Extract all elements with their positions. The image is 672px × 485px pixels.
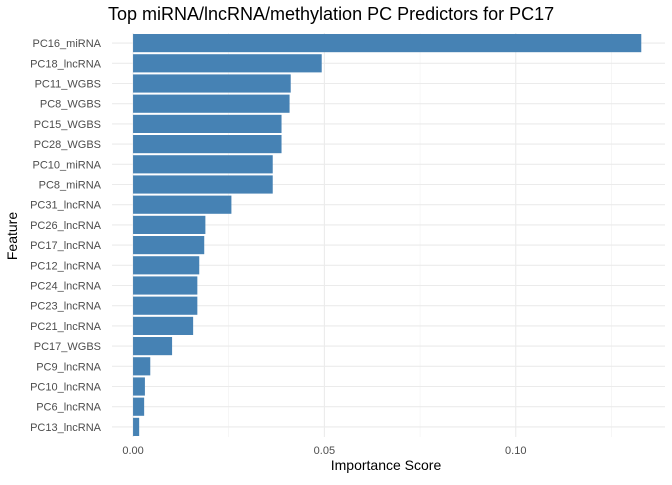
bars: [133, 34, 642, 436]
bar: [133, 397, 145, 416]
bar: [133, 296, 198, 315]
x-tick-labels: 0.00 0.05 0.10: [122, 445, 526, 457]
bar: [133, 337, 173, 356]
y-tick-label: PC12_lncRNA: [30, 260, 102, 272]
y-tick-label: PC11_WGBS: [35, 79, 101, 91]
y-tick-labels: PC16_miRNA PC18_lncRNA PC11_WGBS PC8_WGBS PC…: [30, 38, 102, 434]
bar: [133, 256, 200, 275]
y-tick-label: PC13_lncRNA: [30, 422, 102, 434]
y-tick-label: PC24_lncRNA: [30, 281, 102, 293]
bar: [133, 357, 151, 376]
bar: [133, 236, 205, 255]
x-tick-label: 0.05: [314, 445, 335, 457]
bar: [133, 377, 145, 396]
bar: [133, 94, 290, 113]
bar: [133, 74, 291, 93]
y-tick-label: PC10_lncRNA: [30, 382, 102, 394]
y-tick-label: PC10_miRNA: [33, 159, 102, 171]
y-axis-label: Feature: [4, 212, 20, 260]
x-tick-label: 0.00: [122, 445, 143, 457]
bar: [133, 34, 642, 53]
y-tick-label: PC17_lncRNA: [30, 240, 102, 252]
y-tick-label: PC28_WGBS: [34, 139, 101, 151]
y-tick-label: PC9_lncRNA: [36, 361, 101, 373]
y-tick-label: PC26_lncRNA: [30, 220, 102, 232]
y-tick-label: PC6_lncRNA: [36, 402, 101, 414]
y-tick-label: PC18_lncRNA: [30, 58, 102, 70]
grid: [112, 33, 665, 437]
bar: [133, 175, 273, 194]
y-tick-label: PC31_lncRNA: [30, 200, 102, 212]
y-tick-label: PC8_WGBS: [40, 99, 101, 111]
chart-title: Top miRNA/lncRNA/methylation PC Predicto…: [108, 4, 554, 24]
bar: [133, 215, 206, 234]
bar: [133, 54, 322, 73]
y-tick-label: PC21_lncRNA: [30, 321, 102, 333]
y-tick-label: PC16_miRNA: [33, 38, 102, 50]
bar: [133, 114, 282, 133]
bar: [133, 195, 232, 214]
y-tick-label: PC23_lncRNA: [30, 301, 102, 313]
bar: [133, 316, 194, 335]
bar: [133, 135, 282, 154]
bar: [133, 276, 198, 295]
y-tick-label: PC17_WGBS: [34, 341, 101, 353]
y-tick-label: PC8_miRNA: [39, 180, 102, 192]
bar: [133, 417, 140, 436]
x-axis-label: Importance Score: [331, 457, 442, 473]
x-tick-label: 0.10: [505, 445, 526, 457]
bar: [133, 155, 273, 174]
y-tick-label: PC15_WGBS: [34, 119, 101, 131]
